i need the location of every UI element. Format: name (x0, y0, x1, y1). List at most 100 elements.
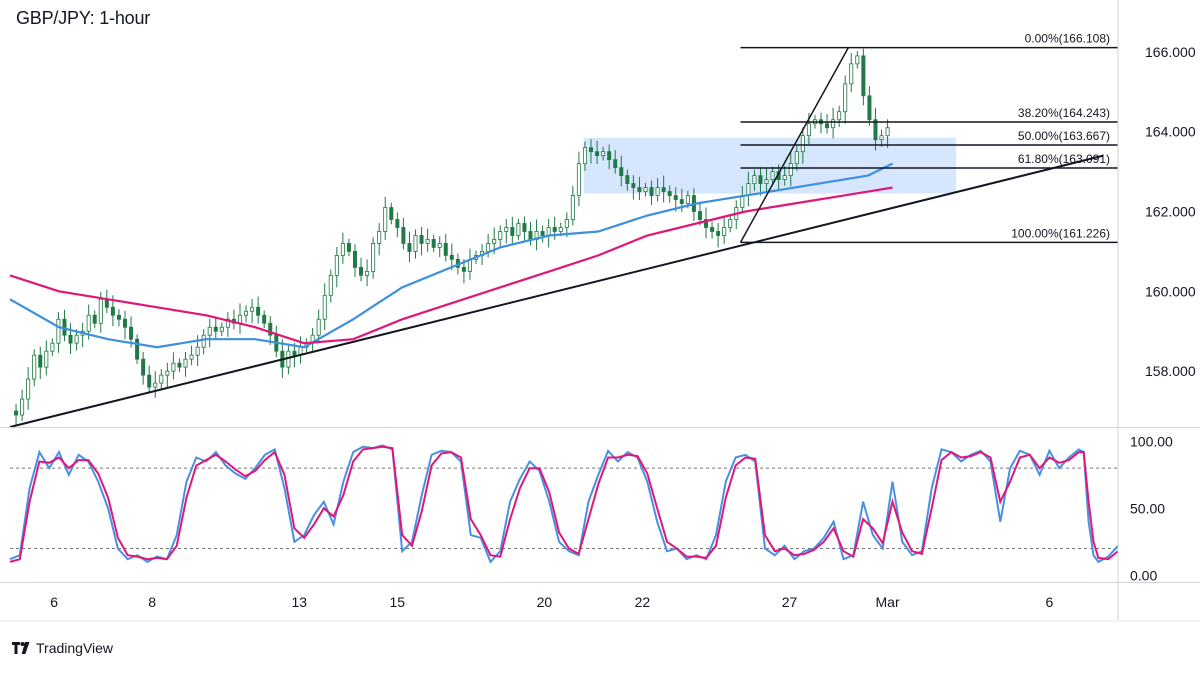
candle[interactable] (770, 166, 775, 185)
candle[interactable] (564, 212, 569, 238)
candle[interactable] (250, 298, 255, 324)
stochastic-k-line[interactable] (9, 444, 1119, 564)
candle[interactable] (68, 323, 73, 354)
candle[interactable] (825, 114, 830, 134)
candle[interactable] (498, 225, 503, 247)
candle[interactable] (352, 244, 357, 277)
candle[interactable] (322, 283, 327, 331)
candle[interactable] (334, 247, 339, 288)
candle[interactable] (122, 310, 127, 340)
candle[interactable] (855, 51, 860, 69)
candle[interactable] (837, 105, 842, 127)
candle[interactable] (728, 214, 733, 233)
candle[interactable] (764, 168, 769, 192)
candle[interactable] (346, 238, 351, 257)
candle[interactable] (722, 216, 727, 244)
candle[interactable] (861, 48, 866, 106)
candle[interactable] (201, 329, 206, 355)
candle[interactable] (710, 221, 715, 239)
candle[interactable] (419, 227, 424, 256)
candle[interactable] (340, 232, 345, 264)
candle[interactable] (589, 139, 594, 164)
candle[interactable] (38, 346, 43, 380)
candle[interactable] (437, 236, 442, 258)
candle[interactable] (26, 367, 31, 410)
candle[interactable] (389, 202, 394, 225)
candle[interactable] (885, 119, 890, 148)
moving-average-fast[interactable] (9, 162, 893, 349)
candle[interactable] (649, 180, 654, 206)
candle[interactable] (359, 257, 364, 282)
candle[interactable] (631, 175, 636, 200)
candle[interactable] (661, 175, 666, 203)
candle[interactable] (716, 223, 721, 248)
candle[interactable] (425, 228, 430, 252)
stochastic-axis[interactable]: 0.00 50.00 100.00 (1130, 433, 1173, 583)
candle[interactable] (449, 243, 454, 271)
ascending-trendline[interactable] (9, 154, 1104, 428)
candle[interactable] (383, 196, 388, 240)
candle[interactable] (504, 219, 509, 244)
candle[interactable] (177, 358, 182, 372)
candle[interactable] (219, 322, 224, 337)
candle[interactable] (667, 185, 672, 203)
price-pane[interactable]: 0.00%(166.108) 38.20%(164.243) 50.00%(163.… (9, 32, 1118, 428)
candle[interactable] (256, 296, 261, 324)
time-axis[interactable]: 6 8 13 15 20 22 27 Mar 6 (50, 594, 1053, 610)
candle[interactable] (316, 309, 321, 342)
candle[interactable] (788, 151, 793, 187)
candle[interactable] (50, 338, 55, 356)
candle[interactable] (522, 216, 527, 242)
stochastic-d-line[interactable] (9, 445, 1119, 563)
candle[interactable] (165, 362, 170, 388)
candle[interactable] (570, 185, 575, 226)
candle[interactable] (225, 312, 230, 337)
candle[interactable] (407, 231, 412, 263)
candle[interactable] (20, 389, 25, 422)
candle[interactable] (643, 182, 648, 197)
candle[interactable] (189, 345, 194, 366)
candle[interactable] (413, 229, 418, 259)
candle[interactable] (510, 216, 515, 244)
candle[interactable] (365, 259, 370, 287)
brand[interactable]: TradingView (12, 640, 113, 656)
candle[interactable] (582, 141, 587, 171)
candle[interactable] (576, 151, 581, 207)
candle[interactable] (44, 340, 49, 376)
candle[interactable] (371, 237, 376, 279)
candle[interactable] (213, 316, 218, 340)
candle[interactable] (431, 234, 436, 253)
candle[interactable] (74, 329, 79, 351)
candle[interactable] (116, 309, 121, 327)
candle[interactable] (56, 312, 61, 353)
candle[interactable] (292, 342, 297, 368)
candle[interactable] (619, 155, 624, 187)
candle[interactable] (625, 169, 630, 191)
moving-average-slow[interactable] (9, 186, 893, 345)
candle[interactable] (141, 351, 146, 385)
candle[interactable] (147, 365, 152, 394)
candle[interactable] (867, 86, 872, 126)
candle[interactable] (879, 129, 884, 147)
candle[interactable] (377, 223, 382, 256)
candle[interactable] (14, 403, 19, 425)
candle[interactable] (262, 310, 267, 329)
candle[interactable] (183, 351, 188, 377)
candle[interactable] (401, 217, 406, 250)
candle[interactable] (268, 316, 273, 345)
candle[interactable] (595, 140, 600, 165)
candle[interactable] (849, 53, 854, 93)
candle[interactable] (843, 75, 848, 124)
stochastic-pane[interactable] (9, 444, 1119, 564)
candle[interactable] (704, 207, 709, 239)
candle[interactable] (244, 305, 249, 323)
candle[interactable] (831, 107, 836, 139)
candle[interactable] (794, 145, 799, 171)
candle[interactable] (328, 269, 333, 303)
candle[interactable] (153, 371, 158, 398)
candle[interactable] (92, 310, 97, 329)
candle[interactable] (32, 349, 37, 387)
candle[interactable] (758, 167, 763, 196)
candle[interactable] (443, 233, 448, 262)
